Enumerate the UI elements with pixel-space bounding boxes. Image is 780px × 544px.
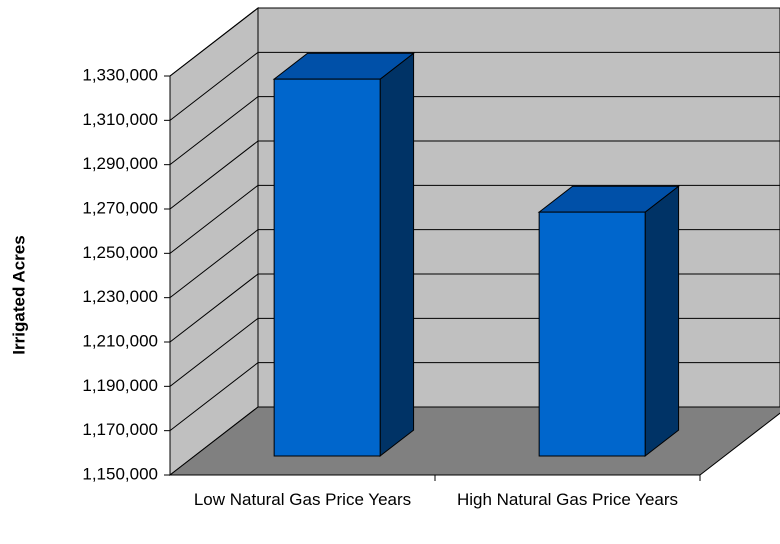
bar-side: [379, 52, 415, 457]
grid-line: [169, 140, 780, 210]
x-tick-label: Low Natural Gas Price Years: [193, 490, 412, 509]
x-tick-label: High Natural Gas Price Years: [456, 490, 679, 509]
y-tick-label: 1,330,000: [82, 65, 158, 84]
y-tick-label: 1,170,000: [82, 420, 158, 439]
y-tick-label: 1,150,000: [82, 464, 158, 483]
bar: [272, 52, 416, 457]
bar-front: [273, 78, 381, 457]
grid-line: [169, 96, 780, 166]
grid-line: [169, 184, 780, 254]
y-tick-label: 1,310,000: [82, 110, 158, 129]
grid-line: [169, 51, 780, 121]
floor: [168, 406, 780, 476]
side-wall: [169, 6, 259, 477]
grid-line: [169, 7, 780, 77]
bar: [537, 185, 681, 457]
y-tick-label: 1,250,000: [82, 243, 158, 262]
bar-front: [538, 211, 646, 457]
y-tick-label: 1,210,000: [82, 331, 158, 350]
y-tick-label: 1,290,000: [82, 154, 158, 173]
y-axis-title: Irrigated Acres: [9, 235, 28, 354]
y-tick-label: 1,270,000: [82, 198, 158, 217]
y-tick-label: 1,230,000: [82, 287, 158, 306]
bar-side: [644, 185, 680, 457]
y-tick-label: 1,190,000: [82, 376, 158, 395]
